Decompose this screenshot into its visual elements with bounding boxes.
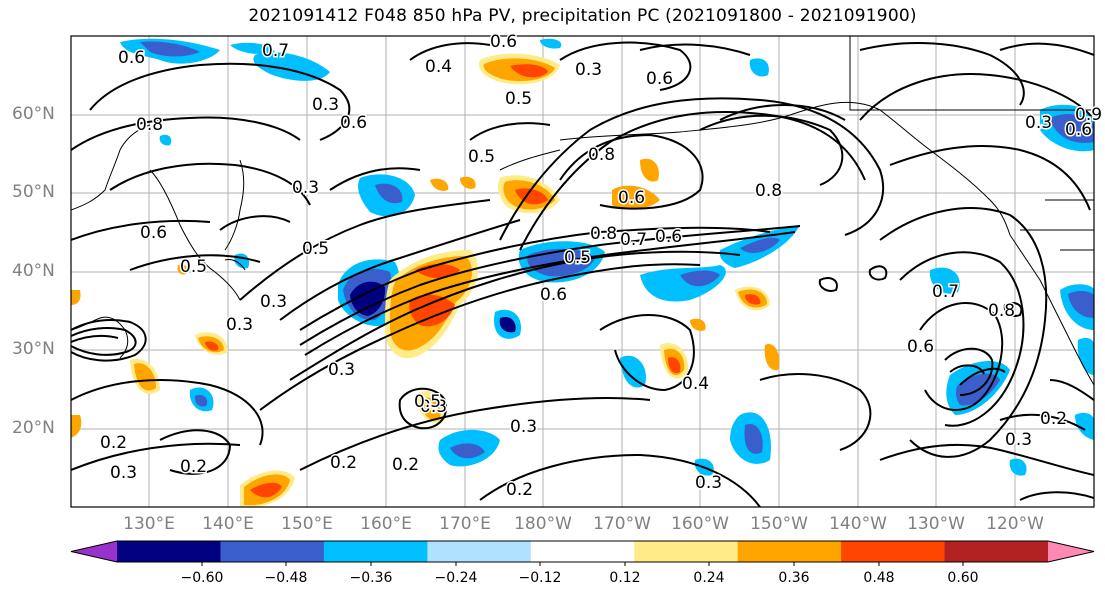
contour-label: 0.8: [590, 224, 617, 244]
colorbar: [70, 540, 1095, 566]
contour-label: 0.3: [1025, 113, 1052, 133]
contour-label: 0.3: [328, 360, 355, 380]
colorbar-tick-label: 0.60: [947, 570, 979, 586]
colorbar-tick-label: 0.12: [609, 570, 641, 586]
lon-label-130e: 130°E: [123, 514, 175, 534]
contour-label: 0.2: [100, 433, 127, 453]
pv-contours: [71, 41, 1094, 507]
contour-label: 0.8: [588, 145, 615, 165]
contour-label: 0.8: [136, 115, 163, 135]
contour-label: 0.6: [646, 69, 673, 89]
contour-label: 0.6: [1065, 120, 1092, 140]
contour-label: 0.3: [260, 292, 287, 312]
colorbar-tick-label: −0.36: [349, 570, 393, 586]
contour-label: 0.7: [262, 41, 289, 61]
contour-label: 0.3: [510, 417, 537, 437]
contour-label: 0.3: [226, 315, 253, 335]
colorbar-swatch: [530, 541, 635, 562]
colorbar-outline: [70, 540, 1095, 563]
lon-label-160w: 160°W: [671, 514, 729, 534]
lon-label-150e: 150°E: [281, 514, 333, 534]
contour-label: 0.6: [907, 337, 934, 357]
contour-label: 0.2: [330, 453, 357, 473]
map-title: 2021091412 F048 850 hPa PV, precipitatio…: [248, 6, 917, 26]
coastlines: [71, 36, 1094, 386]
lon-label-140e: 140°E: [202, 514, 254, 534]
contour-label: 0.6: [118, 48, 145, 68]
contour-label: 0.6: [140, 223, 167, 243]
contour-label: 0.7: [620, 230, 647, 250]
colorbar-tick-label: 0.36: [778, 570, 810, 586]
lon-label-140w: 140°W: [829, 514, 887, 534]
colorbar-swatch: [841, 541, 946, 562]
contour-label: 0.6: [490, 32, 517, 52]
colorbar-swatch: [220, 541, 325, 562]
contour-label: 0.5: [414, 392, 441, 412]
lon-label-160e: 160°E: [360, 514, 412, 534]
colorbar-swatch: [634, 541, 739, 562]
colorbar-swatch: [117, 541, 221, 562]
contour-label: 0.3: [575, 60, 602, 80]
lon-label-170w: 170°W: [593, 514, 651, 534]
lat-label-40n: 40°N: [12, 261, 55, 281]
contour-label: 0.3: [110, 463, 137, 483]
colorbar-tick-label: 0.48: [863, 570, 895, 586]
colorbar-tick-label: −0.12: [518, 570, 562, 586]
lat-label-60n: 60°N: [12, 104, 55, 124]
lon-label-120w: 120°W: [986, 514, 1044, 534]
lat-label-50n: 50°N: [12, 182, 55, 202]
colorbar-extend-low: [71, 541, 117, 562]
colorbar-swatch: [737, 541, 842, 562]
lon-label-130w: 130°W: [907, 514, 965, 534]
contour-label: 0.6: [340, 113, 367, 133]
contour-label: 0.2: [180, 457, 207, 477]
contour-label: 0.3: [695, 473, 722, 493]
contour-label: 0.8: [988, 301, 1015, 321]
colorbar-swatch: [323, 541, 428, 562]
contour-label: 0.3: [312, 95, 339, 115]
contour-label: 0.6: [655, 227, 682, 247]
contour-label: 0.2: [392, 455, 419, 475]
contour-label: 0.3: [1005, 430, 1032, 450]
lat-label-30n: 30°N: [12, 339, 55, 359]
contour-label: 0.9: [1075, 105, 1102, 125]
contour-label: 0.5: [180, 257, 207, 277]
colorbar-tick-label: −0.60: [180, 570, 224, 586]
contour-label: 0.2: [506, 480, 533, 500]
contour-label: 0.3: [420, 397, 447, 417]
contour-label: 0.4: [682, 374, 709, 394]
contour-label: 0.4: [425, 57, 452, 77]
colorbar-extend-high: [1048, 541, 1094, 562]
colorbar-tick-label: −0.24: [434, 570, 478, 586]
colorbar-swatch: [427, 541, 532, 562]
contour-label: 0.3: [292, 178, 319, 198]
contour-labels: 0.6 0.70.40.60.3 0.60.50.30.50.60.80.60.50…: [99, 31, 1104, 502]
contour-label: 0.8: [755, 181, 782, 201]
contour-label: 0.7: [932, 282, 959, 302]
contour-label: 0.6: [540, 285, 567, 305]
contour-label: 0.6: [618, 188, 645, 208]
contour-label: 0.5: [505, 89, 532, 109]
lon-label-150w: 150°W: [750, 514, 808, 534]
colorbar-swatch: [944, 541, 1049, 562]
contour-label: 0.2: [1040, 409, 1067, 429]
graticule: [71, 36, 1094, 507]
lat-label-20n: 20°N: [12, 418, 55, 438]
lon-label-170e: 170°E: [439, 514, 491, 534]
colorbar-tick-label: −0.48: [264, 570, 308, 586]
contour-label: 0.5: [302, 239, 329, 259]
contour-label: 0.5: [468, 147, 495, 167]
contour-label: 0.5: [564, 248, 591, 268]
colorbar-tick-label: 0.24: [693, 570, 725, 586]
lon-label-180w: 180°W: [514, 514, 572, 534]
